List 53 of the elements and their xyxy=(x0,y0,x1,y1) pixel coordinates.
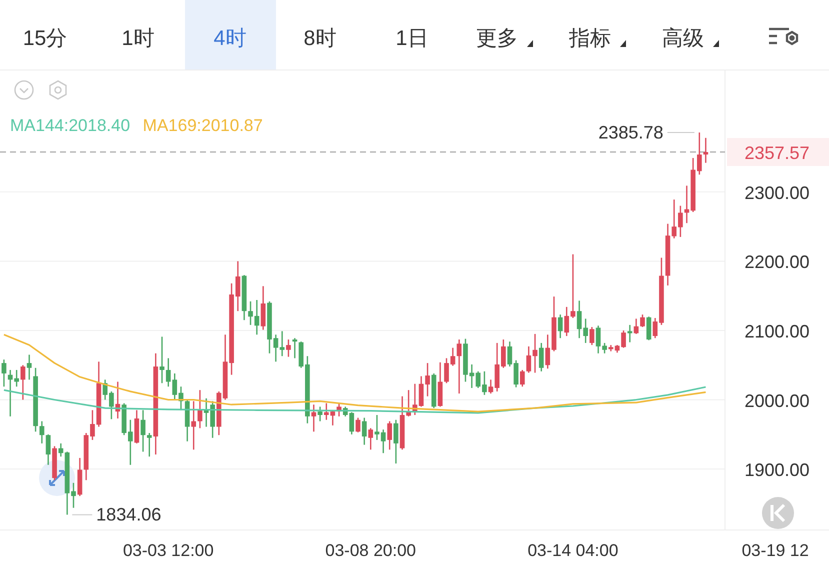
text: 8时 xyxy=(304,27,336,50)
candlestick xyxy=(26,354,32,380)
candlestick xyxy=(140,410,146,452)
candlestick xyxy=(394,419,398,464)
text: 1日 xyxy=(396,27,428,50)
candlestick xyxy=(703,137,708,164)
candlestick xyxy=(558,314,563,339)
candlestick xyxy=(166,358,171,388)
text: 指标 xyxy=(568,27,611,50)
candlestick xyxy=(387,420,392,450)
candlestick xyxy=(538,342,544,372)
candlestick xyxy=(20,364,26,400)
candlestick xyxy=(368,428,374,450)
candlestick xyxy=(160,336,164,384)
candlestick xyxy=(640,314,645,328)
y-tick-label: 2300.00 xyxy=(744,182,810,203)
x-tick-label: 03-19 12 xyxy=(742,541,809,560)
candlestick xyxy=(318,406,322,422)
candlestick xyxy=(191,400,196,450)
y-tick-label: 1900.00 xyxy=(744,460,810,480)
candlestick xyxy=(292,337,298,359)
candlestick xyxy=(286,338,291,358)
candlestick xyxy=(260,285,266,330)
candlestick xyxy=(362,417,367,446)
candlestick xyxy=(39,420,44,444)
text: 更多 xyxy=(476,27,518,50)
text: MA144:2018.40 xyxy=(10,116,130,135)
text: MA169:2010.87 xyxy=(142,116,263,135)
x-tick-label: 03-14 04:00 xyxy=(528,541,618,560)
candlestick xyxy=(356,417,360,433)
x-tick-label: 03-08 20:00 xyxy=(325,541,416,560)
y-tick-label: 2000.00 xyxy=(744,390,810,411)
candlestick xyxy=(46,434,51,466)
candlestick xyxy=(520,369,525,388)
candlestick xyxy=(198,389,202,429)
candlestick xyxy=(311,404,316,432)
y-tick-label: 2200.00 xyxy=(744,252,810,272)
text: 高级 xyxy=(662,27,704,50)
candlestick xyxy=(146,432,152,458)
text: 1时 xyxy=(122,27,154,50)
candlestick xyxy=(634,318,639,335)
candlestick xyxy=(456,338,462,394)
annotation: 2385.78 xyxy=(598,122,664,142)
text: 4时 xyxy=(214,27,246,50)
candlestick xyxy=(627,324,632,343)
candlestick xyxy=(646,316,652,341)
ref-line-label: 2357.57 xyxy=(744,143,810,164)
candlestick xyxy=(590,326,594,346)
x-tick-label: 03-03 12:00 xyxy=(122,541,214,560)
candlestick xyxy=(2,358,6,388)
y-tick-label: 2100.00 xyxy=(744,321,810,342)
annotation: 1834.06 xyxy=(96,504,162,525)
text: 15分 xyxy=(22,27,68,50)
